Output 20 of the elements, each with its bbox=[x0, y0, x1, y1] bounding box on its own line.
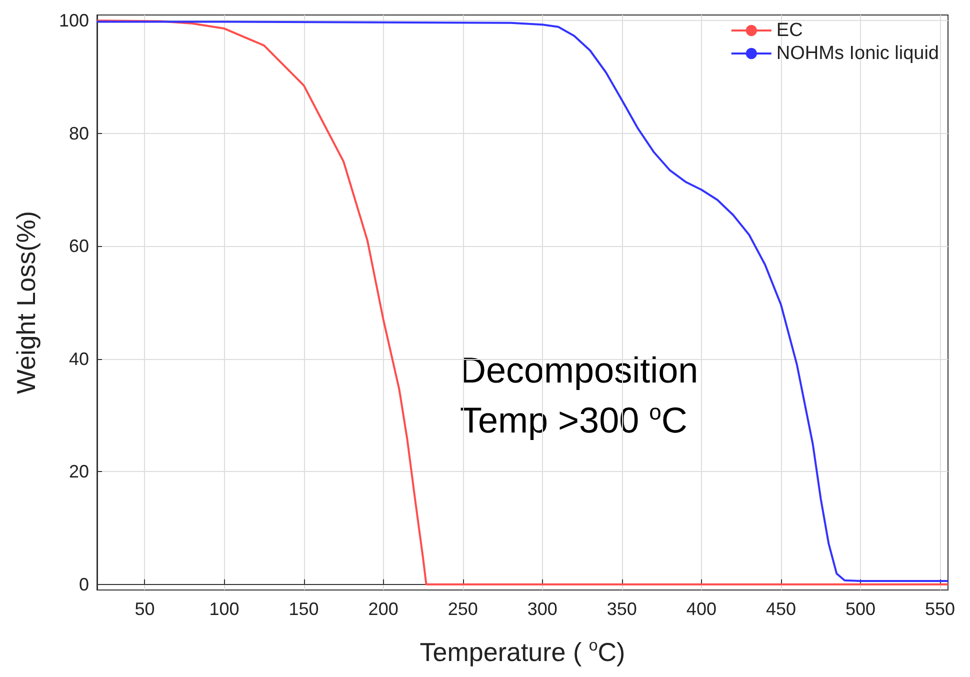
x-tick-label: 100 bbox=[209, 599, 240, 619]
x-tick-label: 550 bbox=[925, 599, 956, 619]
x-tick-label: 250 bbox=[448, 599, 478, 619]
x-tick-label: 350 bbox=[606, 599, 637, 619]
x-tick-label: 150 bbox=[288, 599, 319, 619]
y-tick-label: 80 bbox=[68, 123, 89, 144]
legend-label: EC bbox=[776, 20, 803, 41]
x-tick-label: 400 bbox=[686, 599, 716, 619]
y-tick-label: 100 bbox=[58, 10, 89, 31]
y-axis-title: Weight Loss(%) bbox=[11, 210, 41, 394]
legend-label: NOHMs Ionic liquid bbox=[776, 43, 940, 64]
x-tick-label: 300 bbox=[527, 599, 558, 619]
y-tick-label: 20 bbox=[68, 462, 89, 482]
y-tick-label: 0 bbox=[78, 574, 89, 594]
x-tick-label: 50 bbox=[134, 599, 155, 619]
y-tick-label: 40 bbox=[68, 348, 89, 369]
x-tick-label: 450 bbox=[766, 599, 796, 619]
x-tick-label: 200 bbox=[368, 599, 398, 619]
x-tick-label: 500 bbox=[845, 599, 876, 619]
y-tick-label: 60 bbox=[68, 236, 89, 256]
